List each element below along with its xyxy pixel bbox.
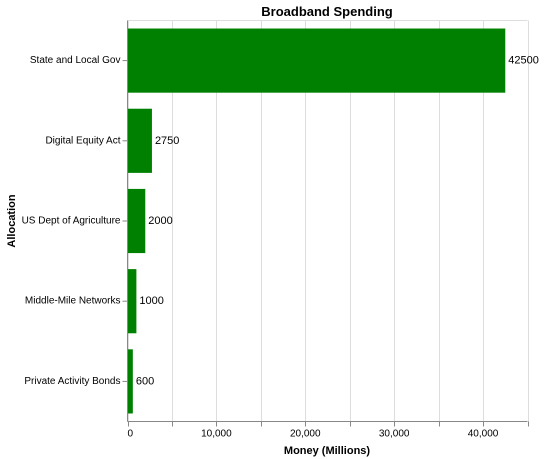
x-tick-label: 10,000 [201, 429, 232, 440]
x-tick-label: 20,000 [290, 429, 321, 440]
x-axis: 0 10,000 20,000 30,000 40,000 [127, 421, 529, 440]
bar [127, 28, 506, 93]
y-tick-label: State and Local Gov [30, 55, 121, 66]
x-tick-label: 40,000 [468, 429, 499, 440]
bar [127, 108, 152, 173]
y-tick-label: US Dept of Agriculture [22, 216, 121, 227]
chart-title: Broadband Spending [261, 4, 393, 19]
bar [127, 269, 137, 334]
bar [127, 349, 133, 414]
y-axis-title: Allocation [6, 194, 18, 247]
x-tick-label: 30,000 [379, 429, 410, 440]
y-axis: State and Local Gov Digital Equity Act US … [22, 20, 128, 422]
x-axis-title: Money (Millions) [284, 445, 371, 457]
data-label: 600 [136, 375, 154, 387]
x-tick-label: 0 [128, 429, 134, 440]
data-label: 42500 [508, 55, 539, 67]
data-label: 1000 [139, 295, 163, 307]
bars: 42500 2750 2000 1000 600 [127, 28, 539, 414]
data-label: 2000 [148, 215, 172, 227]
y-tick-label: Middle-Mile Networks [25, 296, 121, 307]
y-tick-label: Digital Equity Act [45, 135, 120, 146]
bar [127, 188, 146, 254]
y-tick-label: Private Activity Bonds [24, 376, 120, 387]
data-label: 2750 [155, 135, 179, 147]
